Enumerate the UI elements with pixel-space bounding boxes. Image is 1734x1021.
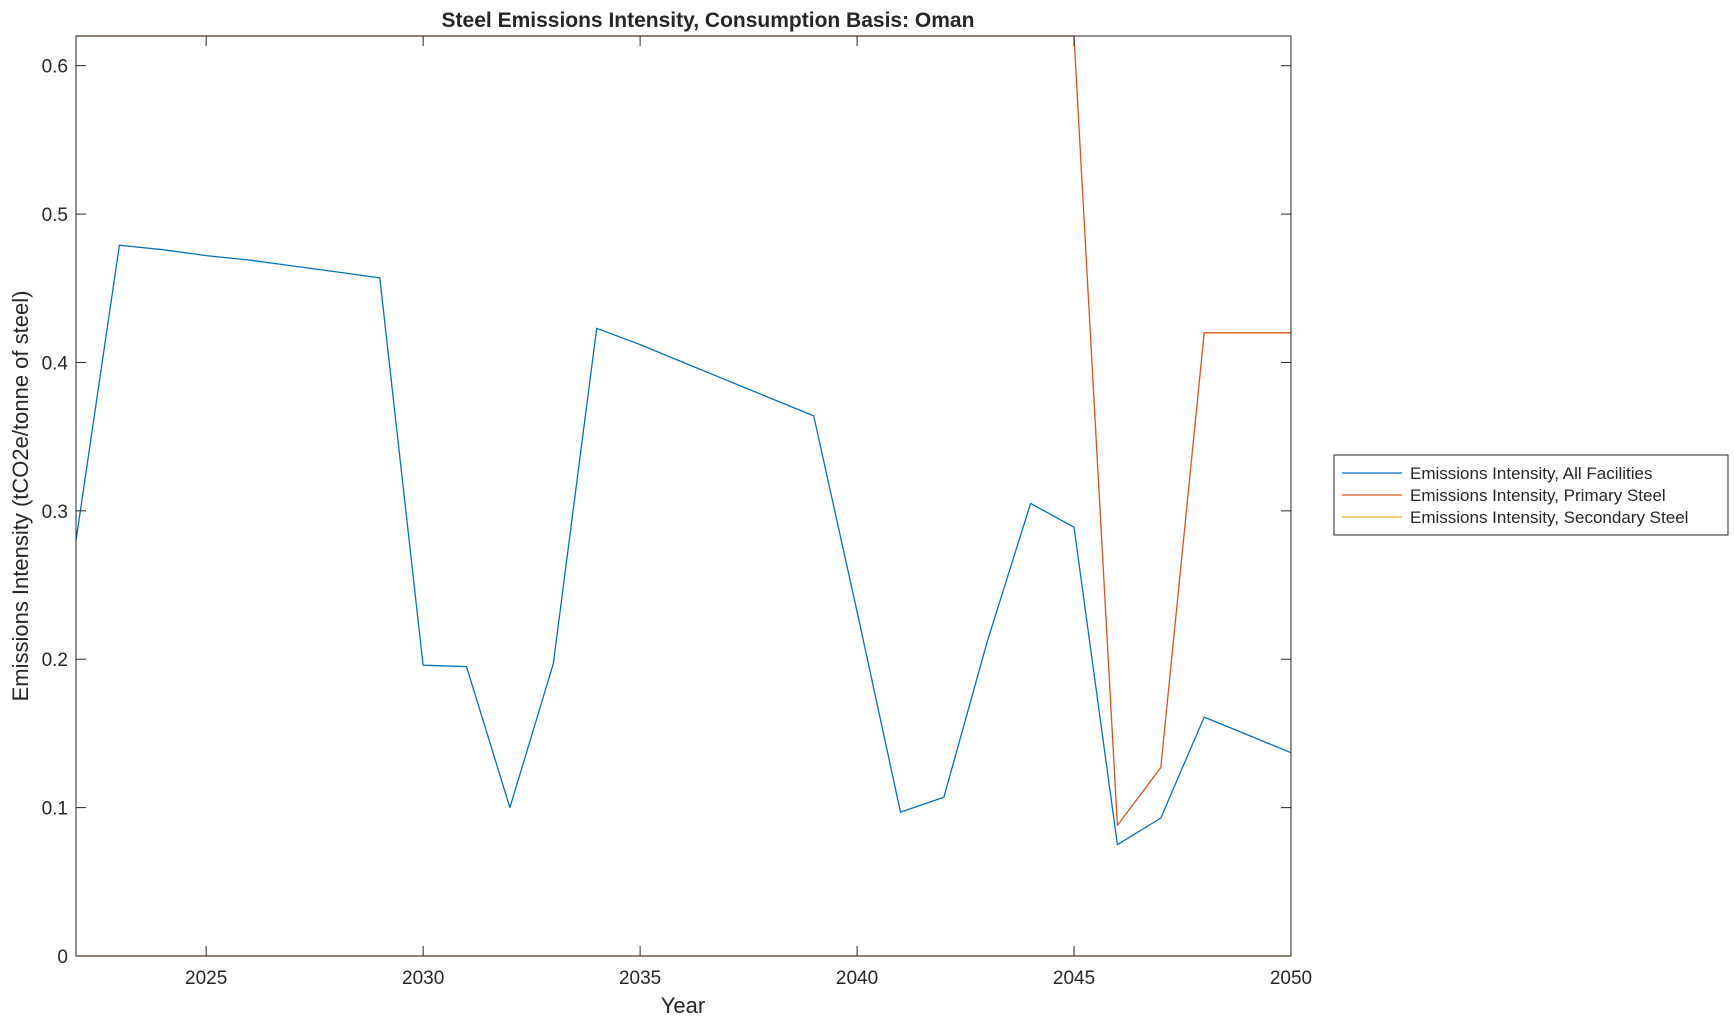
y-tick-label: 0.2: [42, 650, 68, 671]
x-axis-label: Year: [661, 993, 705, 1018]
y-tick-label: 0.6: [42, 57, 68, 78]
y-tick-label: 0.1: [42, 799, 68, 820]
x-tick-label: 2040: [836, 968, 878, 989]
y-tick-label: 0.4: [42, 353, 69, 374]
x-tick-label: 2035: [619, 968, 661, 989]
y-tick-label: 0: [57, 947, 68, 968]
legend-label: Emissions Intensity, Secondary Steel: [1410, 508, 1688, 527]
x-tick-label: 2050: [1270, 968, 1312, 989]
series-line-2: [76, 35, 1291, 827]
plot-frame: [75, 35, 1292, 957]
chart-title: Steel Emissions Intensity, Consumption B…: [442, 9, 975, 32]
x-axis: 2025 2030 2035 2040 2045 2050: [185, 36, 1312, 989]
legend: Emissions Intensity, All Facilities Emiss…: [1333, 454, 1729, 536]
x-tick-label: 2025: [185, 968, 227, 989]
x-tick-label: 2045: [1053, 968, 1095, 989]
y-axis-label: Emissions Intensity (tCO2e/tonne of stee…: [8, 291, 33, 702]
y-tick-label: 0.5: [42, 205, 68, 226]
legend-label: Emissions Intensity, All Facilities: [1410, 464, 1652, 483]
series-line-1: [75, 244, 1292, 846]
y-tick-label: 0.3: [42, 502, 68, 523]
x-tick-label: 2030: [402, 968, 444, 989]
legend-label: Emissions Intensity, Primary Steel: [1410, 486, 1666, 505]
plot-series: [75, 35, 1292, 957]
y-axis: 0 0.1 0.2 0.3 0.4 0.5 0.6: [42, 57, 1291, 968]
